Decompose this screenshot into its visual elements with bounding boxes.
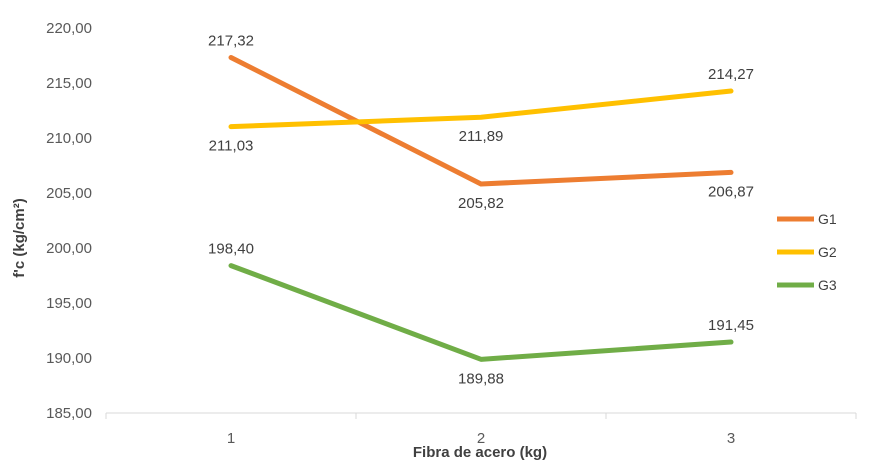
legend-label-g1: G1 [818, 211, 837, 227]
x-tick-label: 1 [227, 430, 235, 447]
data-label: 205,82 [458, 195, 504, 212]
data-label: 198,40 [208, 241, 254, 258]
data-labels: 217,32 205,82 206,87 211,03 211,89 214,27 198,… [208, 32, 754, 387]
series-line-g3 [228, 263, 734, 362]
y-tick-label: 220,00 [46, 20, 92, 37]
data-label: 214,27 [708, 66, 754, 83]
data-label: 191,45 [708, 317, 754, 334]
series-line-g1 [228, 54, 734, 187]
x-tick-label: 2 [477, 430, 485, 447]
data-label: 211,89 [459, 128, 504, 145]
x-tick-label: 3 [727, 430, 735, 447]
y-tick-label: 190,00 [46, 350, 92, 367]
y-tick-label: 210,00 [46, 130, 92, 147]
legend: G1 G2 G3 [777, 211, 837, 293]
y-tick-label: 185,00 [46, 405, 92, 422]
y-tick-label: 205,00 [46, 185, 92, 202]
legend-label-g3: G3 [818, 277, 837, 293]
data-label: 206,87 [708, 183, 754, 200]
y-axis-title: f'c (kg/cm²) [11, 198, 28, 277]
x-axis-title: Fibra de acero (kg) [413, 444, 547, 461]
data-label: 211,03 [209, 138, 254, 155]
x-axis: 1 2 3 [105, 412, 857, 447]
y-axis: 185,00 190,00 195,00 200,00 205,00 210,00 215,… [46, 20, 92, 422]
data-label: 217,32 [208, 32, 254, 49]
y-tick-label: 200,00 [46, 240, 92, 257]
series-lines [228, 54, 734, 362]
data-label: 189,88 [458, 370, 504, 387]
series-line-g2 [228, 88, 734, 130]
y-tick-label: 195,00 [46, 295, 92, 312]
y-tick-label: 215,00 [46, 75, 92, 92]
legend-label-g2: G2 [818, 244, 837, 260]
